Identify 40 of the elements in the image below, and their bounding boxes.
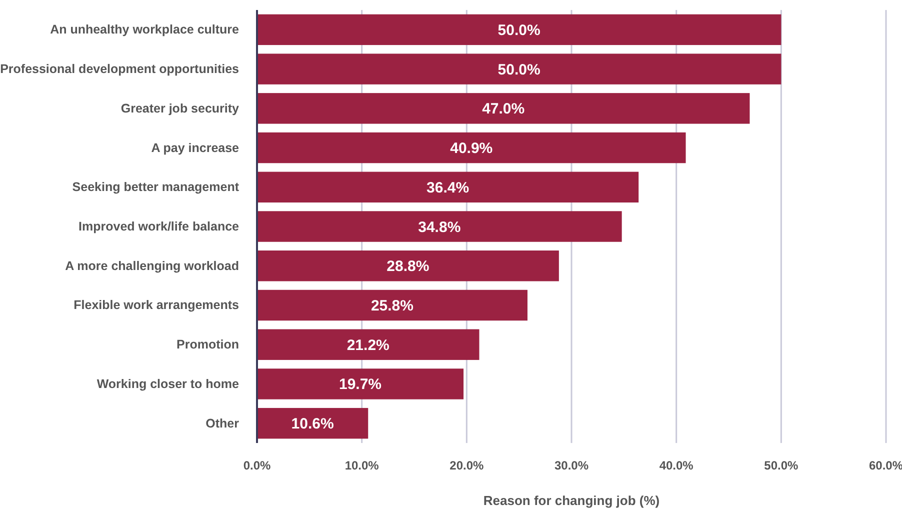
- x-tick-label: 0.0%: [243, 458, 271, 473]
- bar: [257, 132, 686, 164]
- bar: [257, 14, 782, 46]
- y-tick-label: Improved work/life balance: [78, 220, 240, 234]
- y-tick-label: Flexible work arrangements: [74, 298, 240, 312]
- y-tick-label: Professional development opportunities: [0, 62, 240, 76]
- x-tick-label: 20.0%: [450, 458, 484, 473]
- y-tick-label: Greater job security: [120, 101, 240, 116]
- x-tick-label: 30.0%: [554, 458, 589, 473]
- y-tick-label: A more challenging workload: [65, 258, 239, 273]
- y-tick-label: A pay increase: [151, 140, 240, 155]
- y-tick-label: Seeking better management: [72, 180, 240, 194]
- y-tick-label: Working closer to home: [96, 376, 240, 391]
- bar: [257, 211, 622, 242]
- data-label: 25.8%: [370, 297, 414, 314]
- data-label: 40.9%: [450, 140, 493, 158]
- x-tick-label: 10.0%: [344, 458, 380, 473]
- bar: [257, 368, 464, 400]
- bar: [257, 54, 782, 84]
- data-label: 50.0%: [498, 22, 540, 39]
- bar: [257, 329, 480, 360]
- x-tick-label: 50.0%: [764, 458, 799, 473]
- y-tick-label: Other: [206, 416, 240, 430]
- bar: [257, 250, 559, 282]
- data-label: 28.8%: [386, 258, 430, 276]
- bar: [257, 408, 368, 439]
- bar: [257, 172, 639, 202]
- x-axis-title: Reason for changing job (%): [483, 493, 660, 508]
- bar: [257, 290, 528, 321]
- data-label: 50.0%: [498, 61, 540, 78]
- data-label: 19.7%: [338, 376, 382, 394]
- y-tick-label: Promotion: [176, 338, 239, 352]
- data-label: 36.4%: [426, 179, 470, 196]
- y-tick-label: An unhealthy workplace culture: [50, 22, 240, 37]
- x-tick-label: 40.0%: [659, 458, 694, 473]
- data-label: 47.0%: [482, 100, 525, 118]
- data-label: 10.6%: [291, 416, 334, 433]
- bar: [257, 93, 750, 124]
- data-label: 34.8%: [418, 218, 461, 236]
- data-label: 21.2%: [346, 336, 390, 354]
